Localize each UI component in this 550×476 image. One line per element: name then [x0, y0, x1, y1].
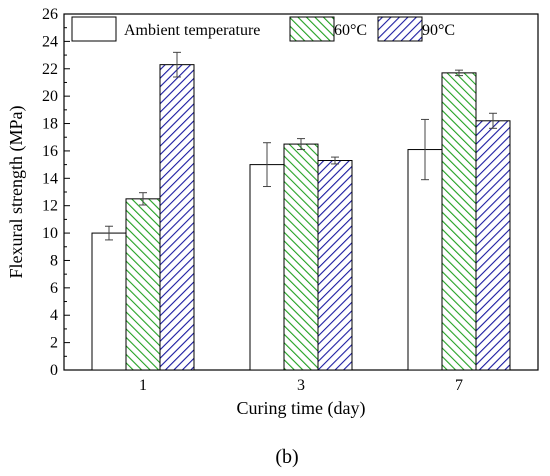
y-tick-label: 4 [50, 307, 58, 324]
bar [283, 143, 319, 371]
legend-label: 90°C [422, 22, 455, 39]
y-tick-label: 6 [50, 280, 58, 297]
y-tick-label: 22 [42, 61, 58, 78]
x-tick-label: 3 [297, 377, 305, 394]
y-tick-label: 12 [42, 198, 58, 215]
figure-caption: (b) [275, 446, 298, 468]
bar [91, 232, 127, 371]
y-tick-label: 20 [42, 88, 58, 105]
y-tick-label: 18 [42, 116, 58, 133]
x-axis-title: Curing time (day) [237, 398, 366, 419]
x-tick-label: 7 [455, 377, 463, 394]
bar [125, 198, 161, 371]
bar [441, 72, 477, 371]
y-tick-label: 2 [50, 335, 58, 352]
bar [475, 120, 511, 371]
y-tick-label: 0 [50, 362, 58, 379]
y-tick-label: 8 [50, 252, 58, 269]
bar [407, 149, 443, 371]
bar [159, 64, 195, 371]
y-tick-label: 10 [42, 225, 58, 242]
legend-swatch [71, 16, 117, 42]
legend-swatch [289, 16, 335, 42]
bar [249, 164, 285, 371]
y-tick-label: 14 [42, 170, 58, 187]
legend-label: 60°C [334, 22, 367, 39]
legend-label: Ambient temperature [124, 22, 260, 39]
bars [91, 51, 511, 371]
x-tick-label: 1 [139, 377, 147, 394]
y-tick-label: 24 [42, 33, 58, 50]
y-axis-title: Flexural strength (MPa) [6, 106, 27, 279]
y-tick-label: 16 [42, 143, 58, 160]
bar [317, 160, 353, 371]
y-tick-label: 26 [42, 6, 58, 23]
legend-swatch [377, 16, 423, 42]
legend: Ambient temperature 60°C 90°C [71, 16, 455, 42]
